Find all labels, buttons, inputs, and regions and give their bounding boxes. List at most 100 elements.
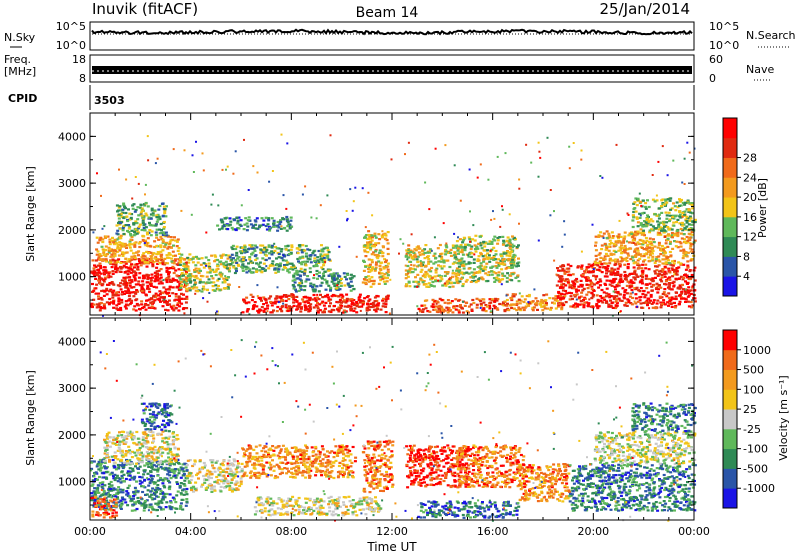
power-cell xyxy=(629,285,633,288)
power-cell xyxy=(317,298,321,301)
power-cell xyxy=(250,247,254,250)
power-cell xyxy=(603,282,607,285)
power-cell xyxy=(272,309,275,312)
power-cell xyxy=(136,304,140,307)
power-cell xyxy=(186,298,189,300)
power-cell xyxy=(508,304,512,307)
power-cell xyxy=(155,294,159,297)
power-cell xyxy=(675,240,679,243)
power-cell xyxy=(612,249,616,252)
power-cell xyxy=(615,284,619,287)
power-cell xyxy=(277,265,281,268)
power-cell xyxy=(117,302,121,305)
power-cell xyxy=(386,262,390,265)
power-cell xyxy=(374,250,378,253)
power-cell xyxy=(176,238,180,241)
power-cell xyxy=(440,255,444,258)
power-cell xyxy=(496,308,500,311)
power-cell xyxy=(655,199,659,202)
power-cell xyxy=(120,244,124,247)
power-cell xyxy=(177,298,181,302)
power-cell xyxy=(496,236,500,240)
power-cell xyxy=(174,298,178,301)
power-cell xyxy=(540,305,544,308)
power-cell xyxy=(184,276,187,279)
power-cell xyxy=(313,257,317,260)
power-cell xyxy=(268,227,272,230)
power-cell xyxy=(689,276,693,279)
power-cell xyxy=(661,221,665,224)
power-cell xyxy=(595,294,599,297)
power-cell xyxy=(427,262,431,265)
power-cell xyxy=(304,305,308,308)
velocity-cell xyxy=(144,493,147,496)
power-cell xyxy=(605,236,609,240)
power-cell xyxy=(303,289,307,292)
power-cell xyxy=(162,205,166,208)
power-cell xyxy=(331,293,335,297)
power-cell xyxy=(115,204,119,207)
power-cell xyxy=(245,296,249,299)
power-cell xyxy=(693,279,697,282)
power-cell xyxy=(379,268,383,271)
power-cell xyxy=(451,311,455,314)
noise-left-tick-bottom: 10^0 xyxy=(56,39,86,52)
power-cell xyxy=(565,270,569,273)
power-cell xyxy=(504,152,507,155)
power-cell xyxy=(320,244,323,247)
power-cell xyxy=(543,304,547,307)
power-cell xyxy=(262,296,266,299)
power-cell xyxy=(151,265,155,268)
velocity-cell xyxy=(151,498,155,501)
power-cell xyxy=(650,302,654,305)
power-cell xyxy=(232,257,235,260)
power-cell xyxy=(267,252,271,255)
power-cell xyxy=(163,299,167,302)
power-cell xyxy=(241,269,245,272)
power-cell xyxy=(687,294,691,297)
power-cell xyxy=(659,253,663,256)
power-cell xyxy=(367,242,371,246)
power-cell xyxy=(195,286,199,289)
power-cell xyxy=(493,280,497,283)
power-cell xyxy=(634,255,638,258)
power-cell xyxy=(673,232,677,235)
power-cell xyxy=(202,262,206,265)
power-cell xyxy=(639,223,643,227)
power-cell xyxy=(687,201,690,204)
power-cell xyxy=(659,286,663,289)
power-cell xyxy=(566,263,570,266)
power-cell xyxy=(423,304,427,307)
power-cell xyxy=(195,277,199,280)
power-cell xyxy=(150,230,154,233)
velocity-cell xyxy=(168,487,172,491)
power-cell xyxy=(641,199,645,202)
power-cell xyxy=(657,264,661,267)
power-cell xyxy=(587,270,591,273)
power-cell xyxy=(672,281,676,284)
power-cell xyxy=(205,231,208,234)
power-cell xyxy=(177,258,181,261)
power-cell xyxy=(603,255,607,258)
power-cell xyxy=(246,266,250,269)
power-cell xyxy=(231,228,235,231)
power-cell xyxy=(598,252,602,255)
power-cell xyxy=(650,289,654,292)
power-cell xyxy=(468,244,472,247)
power-cell xyxy=(167,275,171,278)
power-cell xyxy=(235,254,239,257)
power-cell xyxy=(443,271,447,274)
power-cell xyxy=(248,256,252,259)
power-cell xyxy=(481,309,485,312)
power-cell xyxy=(373,253,377,257)
power-cell xyxy=(665,214,669,217)
velocity-cell xyxy=(151,468,155,471)
power-cell xyxy=(569,264,573,268)
power-cell xyxy=(607,249,611,252)
power-cell xyxy=(439,305,443,308)
power-cell xyxy=(185,307,189,310)
power-cell xyxy=(658,270,661,273)
power-cell xyxy=(327,299,331,302)
power-cell xyxy=(518,302,522,305)
power-cell xyxy=(100,245,104,248)
